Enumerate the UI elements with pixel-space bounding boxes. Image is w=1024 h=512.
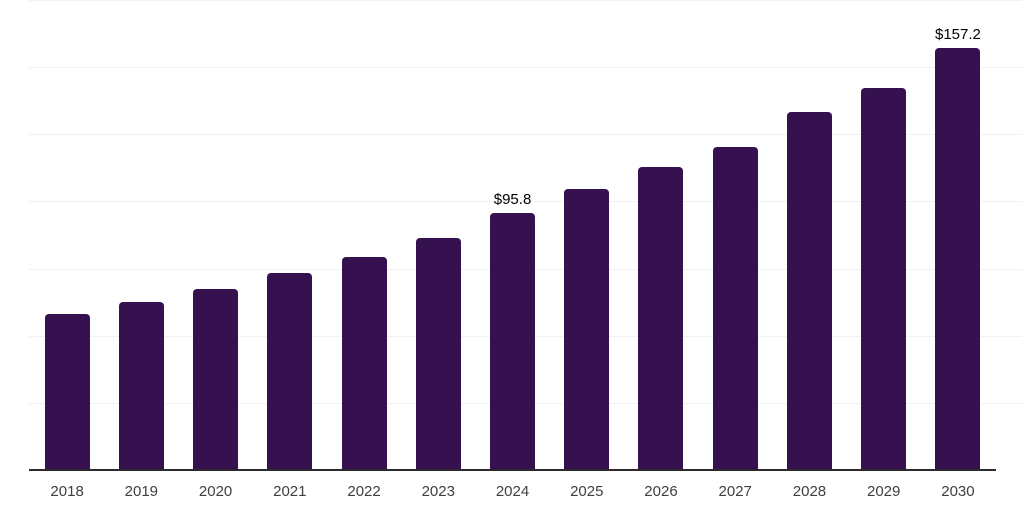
bar-2030 (935, 47, 981, 470)
x-tick-label-2027: 2027 (718, 483, 752, 500)
bar-2028 (786, 112, 832, 470)
gridline-150 (29, 67, 1022, 68)
bar-2029 (861, 87, 907, 470)
x-tick-label-2020: 2020 (198, 483, 233, 500)
x-tick-label-2030: 2030 (941, 483, 975, 500)
bar-2022 (341, 256, 387, 470)
bar-value-label-2030: $157.2 (934, 25, 981, 43)
x-tick-label-2025: 2025 (570, 483, 604, 500)
x-tick-label-2018: 2018 (50, 483, 84, 500)
gridline-175 (29, 0, 1022, 1)
bar-slot-2021 (253, 273, 327, 470)
x-tick-label-2024: 2024 (495, 483, 530, 500)
bar-slot-2024: $95.8 (475, 191, 549, 470)
bar-slot-2028 (772, 112, 846, 470)
bar-2018 (44, 314, 90, 470)
bar-slot-2022 (327, 256, 401, 470)
plot-area: $95.8 $157.2 (30, 0, 995, 470)
bar-slot-2029 (847, 87, 921, 470)
bar-slot-2018 (30, 314, 104, 470)
gridline-125 (29, 134, 1022, 135)
bar-2023 (415, 238, 461, 470)
x-tick-label-2023: 2023 (421, 483, 455, 500)
x-axis-line (29, 469, 996, 471)
gridline-100 (29, 201, 1022, 202)
x-tick-label-2021: 2021 (273, 483, 307, 500)
bar-2024 (490, 212, 536, 470)
bar-slot-2026 (624, 167, 698, 470)
bar-2020 (193, 289, 239, 470)
bar-slot-2030: $157.2 (921, 26, 995, 470)
bar-slot-2020 (178, 289, 252, 470)
bar-2021 (267, 273, 313, 470)
bar-2025 (564, 189, 610, 470)
bar-value-label-2024: $95.8 (493, 190, 532, 208)
bar-slot-2025 (550, 189, 624, 470)
bar-2027 (712, 146, 758, 470)
bar-slot-2019 (104, 302, 178, 470)
x-tick-label-2019: 2019 (124, 483, 159, 500)
bar-slot-2023 (401, 238, 475, 470)
x-tick-label-2028: 2028 (792, 483, 827, 500)
x-tick-label-2029: 2029 (867, 483, 901, 500)
bar-2019 (118, 302, 164, 470)
bar-slot-2027 (698, 146, 772, 470)
bar-2026 (638, 167, 684, 470)
x-axis-labels: 2018 2019 2020 2021 2022 2023 2024 2025 2026 2027… (30, 482, 995, 502)
x-tick-label-2026: 2026 (644, 483, 678, 500)
x-tick-label-2022: 2022 (347, 483, 381, 500)
